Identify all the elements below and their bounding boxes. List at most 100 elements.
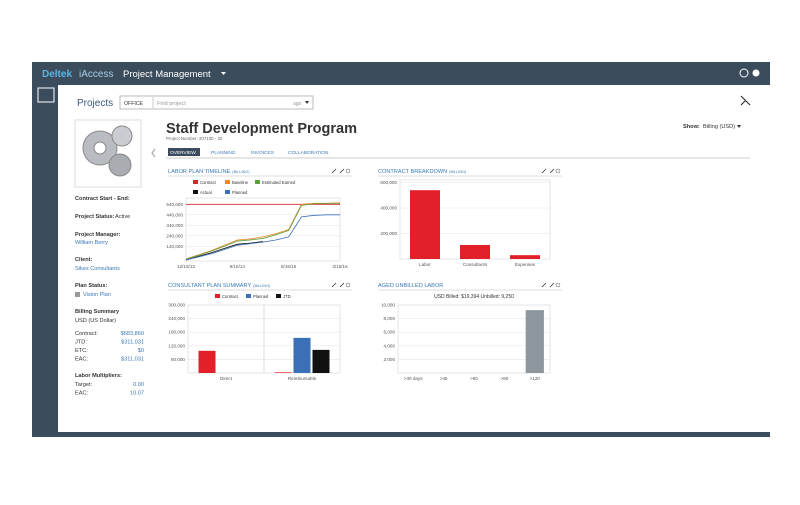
status-swatch bbox=[75, 292, 80, 297]
sidebar-text: Target: bbox=[75, 382, 93, 388]
series-line bbox=[185, 202, 341, 260]
sidebar-text: USD (US Dollar) bbox=[75, 318, 116, 324]
y-tick-label: 180,000 bbox=[168, 330, 185, 335]
sidebar-text: Contract Start - End: bbox=[75, 196, 130, 202]
legend-label: Contract bbox=[222, 294, 239, 299]
sidebar-text: 0.00 bbox=[133, 382, 144, 388]
x-tick-label: >60 bbox=[470, 376, 478, 381]
legend-swatch bbox=[276, 294, 281, 298]
legend-swatch bbox=[225, 180, 230, 184]
tools-icon[interactable] bbox=[740, 95, 751, 106]
tab[interactable]: PLANNING bbox=[211, 150, 236, 156]
tab[interactable]: OVERVIEW bbox=[170, 150, 196, 156]
search-input[interactable]: Find project bbox=[157, 101, 186, 107]
series-line bbox=[185, 241, 264, 261]
sidebar-text: Vision Plan bbox=[83, 292, 111, 298]
x-tick-label: 6/15/15 bbox=[281, 264, 297, 269]
x-tick-label: Expenses bbox=[515, 262, 536, 267]
search-scope[interactable]: ago bbox=[293, 101, 302, 107]
sidebar-text: Sikes Consultants bbox=[75, 266, 120, 272]
module-caret[interactable] bbox=[221, 72, 226, 75]
y-tick-label: 300,000 bbox=[168, 303, 185, 308]
legend-swatch bbox=[193, 180, 198, 184]
y-tick-label: 240,000 bbox=[168, 316, 185, 321]
bar bbox=[510, 255, 540, 259]
legend-swatch bbox=[246, 294, 251, 298]
info-icon bbox=[345, 168, 351, 174]
search-box[interactable] bbox=[119, 95, 314, 110]
y-tick-label: 240,000 bbox=[166, 233, 183, 238]
rail-icon[interactable] bbox=[37, 87, 55, 103]
sidebar-text: Billing Summary bbox=[75, 309, 120, 315]
sidebar-text: William Berry bbox=[75, 240, 108, 246]
search-filter[interactable]: OFFICE bbox=[124, 101, 144, 107]
x-tick-label: >45 bbox=[440, 376, 448, 381]
info-icon bbox=[555, 168, 561, 174]
sidebar-text: EAC: bbox=[75, 391, 89, 397]
y-tick-label: 120,000 bbox=[168, 343, 185, 348]
expand-icon bbox=[541, 282, 555, 288]
sidebar-text: Project Status: bbox=[75, 214, 115, 220]
x-tick-label: 9/15/14 bbox=[230, 264, 246, 269]
back-chevron[interactable] bbox=[151, 148, 156, 158]
x-tick-label: Reimbursable bbox=[288, 376, 317, 381]
x-tick-label: >90 bbox=[501, 376, 509, 381]
module-menu[interactable]: Project Management bbox=[123, 69, 211, 80]
tab[interactable]: INVOICES bbox=[251, 150, 274, 156]
help-icon[interactable] bbox=[739, 68, 749, 78]
y-tick-label: 2,000 bbox=[384, 357, 396, 362]
y-tick-label: 400,000 bbox=[380, 206, 397, 211]
legend-swatch bbox=[225, 190, 230, 194]
sidebar-text: Labor Multipliers: bbox=[75, 373, 122, 379]
bar bbox=[525, 310, 544, 373]
x-tick-label: 3/15/16 bbox=[332, 264, 348, 269]
caret[interactable] bbox=[305, 101, 309, 104]
y-tick-label: 60,000 bbox=[171, 357, 185, 362]
sidebar-text: Plan Status: bbox=[75, 283, 107, 289]
sidebar-text: $0 bbox=[138, 348, 144, 354]
x-tick-label: >120 bbox=[530, 376, 541, 381]
show-select[interactable]: Billing (USD) bbox=[703, 124, 735, 130]
chart-title: CONSULTANT PLAN SUMMARY bbox=[168, 283, 251, 289]
x-tick-label: Consultants bbox=[463, 262, 488, 267]
legend-label: Baseline bbox=[232, 180, 249, 185]
legend-swatch bbox=[255, 180, 260, 184]
y-tick-label: 200,000 bbox=[380, 231, 397, 236]
project-image bbox=[74, 119, 142, 188]
legend-label: Planned bbox=[232, 190, 248, 195]
sidebar-text: Active bbox=[115, 214, 130, 220]
brand: Deltek bbox=[42, 69, 72, 80]
x-tick-label: Direct bbox=[220, 376, 233, 381]
x-tick-label: Labor bbox=[419, 262, 431, 267]
y-tick-label: 540,000 bbox=[166, 202, 183, 207]
chart-title: CONTRACT BREAKDOWN bbox=[378, 169, 447, 175]
sidebar-text: 10.07 bbox=[130, 391, 144, 397]
sidebar-text: JTD: bbox=[75, 340, 87, 346]
legend-label: Contract bbox=[200, 180, 217, 185]
y-tick-label: 140,000 bbox=[166, 244, 183, 249]
sidebar-text: $311,031 bbox=[121, 357, 144, 363]
y-tick-label: 10,000 bbox=[381, 303, 395, 308]
y-tick-label: 440,000 bbox=[166, 212, 183, 217]
tab[interactable]: COLLABORATION bbox=[288, 150, 329, 156]
show-label: Show: bbox=[683, 124, 700, 130]
x-tick-label: >30 days bbox=[404, 376, 423, 381]
plot-frame bbox=[185, 197, 341, 262]
y-tick-label: 8,000 bbox=[384, 316, 396, 321]
sidebar-text: EAC: bbox=[75, 357, 89, 363]
legend-swatch bbox=[193, 190, 198, 194]
bar bbox=[460, 244, 490, 259]
bar bbox=[410, 190, 440, 259]
settings-icon[interactable] bbox=[752, 69, 760, 77]
chart-title-note: (BILLING) bbox=[232, 170, 250, 174]
legend-label: Actual bbox=[200, 190, 212, 195]
product: iAccess bbox=[79, 69, 113, 80]
y-tick-label: 6,000 bbox=[384, 330, 396, 335]
sidebar-text: $311,031 bbox=[121, 340, 144, 346]
chart-title-note: (BILLING) bbox=[449, 170, 467, 174]
info-icon bbox=[555, 282, 561, 288]
caret[interactable] bbox=[737, 125, 741, 128]
series-line bbox=[185, 202, 341, 260]
